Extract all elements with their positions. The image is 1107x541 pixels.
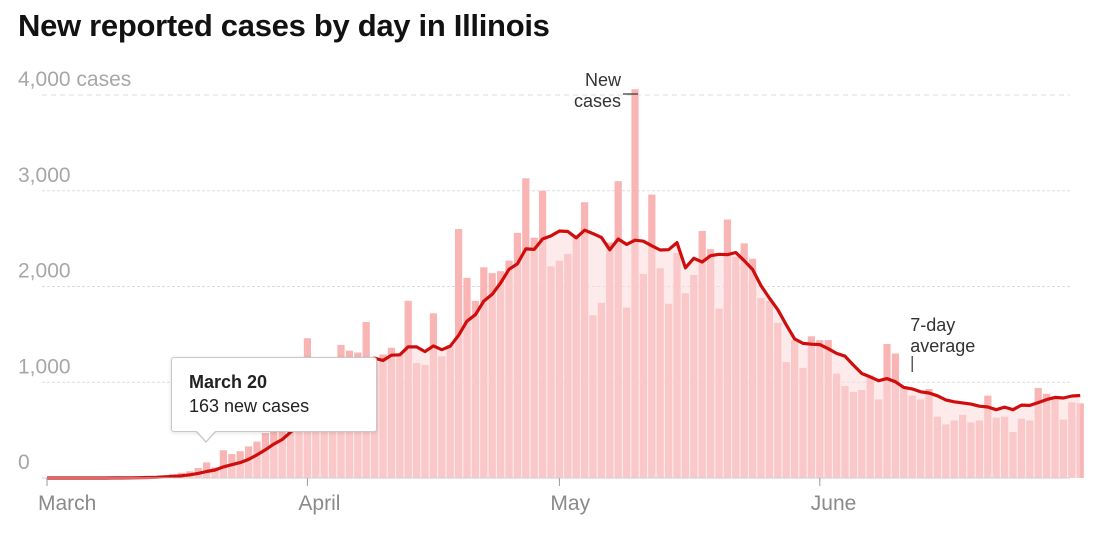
y-tick-label-3: 3,000	[18, 164, 71, 187]
case-bar	[219, 450, 227, 478]
x-tick-label-1: April	[298, 492, 340, 515]
average-annotation-line-1: average	[910, 336, 975, 356]
y-tick-label-4: 4,000 cases	[18, 68, 131, 91]
x-tick-label-3: June	[811, 492, 857, 515]
x-axis-labels: March April May June	[38, 478, 856, 515]
y-tick-label-2: 2,000	[18, 260, 71, 283]
new-cases-annotation-line-1: cases	[574, 91, 621, 111]
tooltip-pointer	[195, 430, 217, 443]
tooltip-value: 163 new cases	[189, 396, 310, 416]
chart-title: New reported cases by day in Illinois	[18, 8, 550, 43]
average-area-fill	[47, 230, 1081, 478]
hover-tooltip: March 20 163 new cases	[171, 357, 377, 443]
y-axis-labels: 0 1,000 2,000 3,000 4,000 cases	[18, 68, 131, 474]
tooltip-date: March 20	[189, 372, 268, 392]
seven-day-average-line	[47, 228, 1081, 480]
y-tick-label-1: 1,000	[18, 355, 71, 378]
new-cases-annotation-line-0: New	[585, 70, 622, 90]
y-tick-label-0: 0	[18, 451, 30, 474]
x-tick-label-0: March	[38, 492, 96, 515]
average-annotation-line-0: 7-day	[910, 315, 955, 335]
x-tick-label-2: May	[550, 492, 590, 515]
